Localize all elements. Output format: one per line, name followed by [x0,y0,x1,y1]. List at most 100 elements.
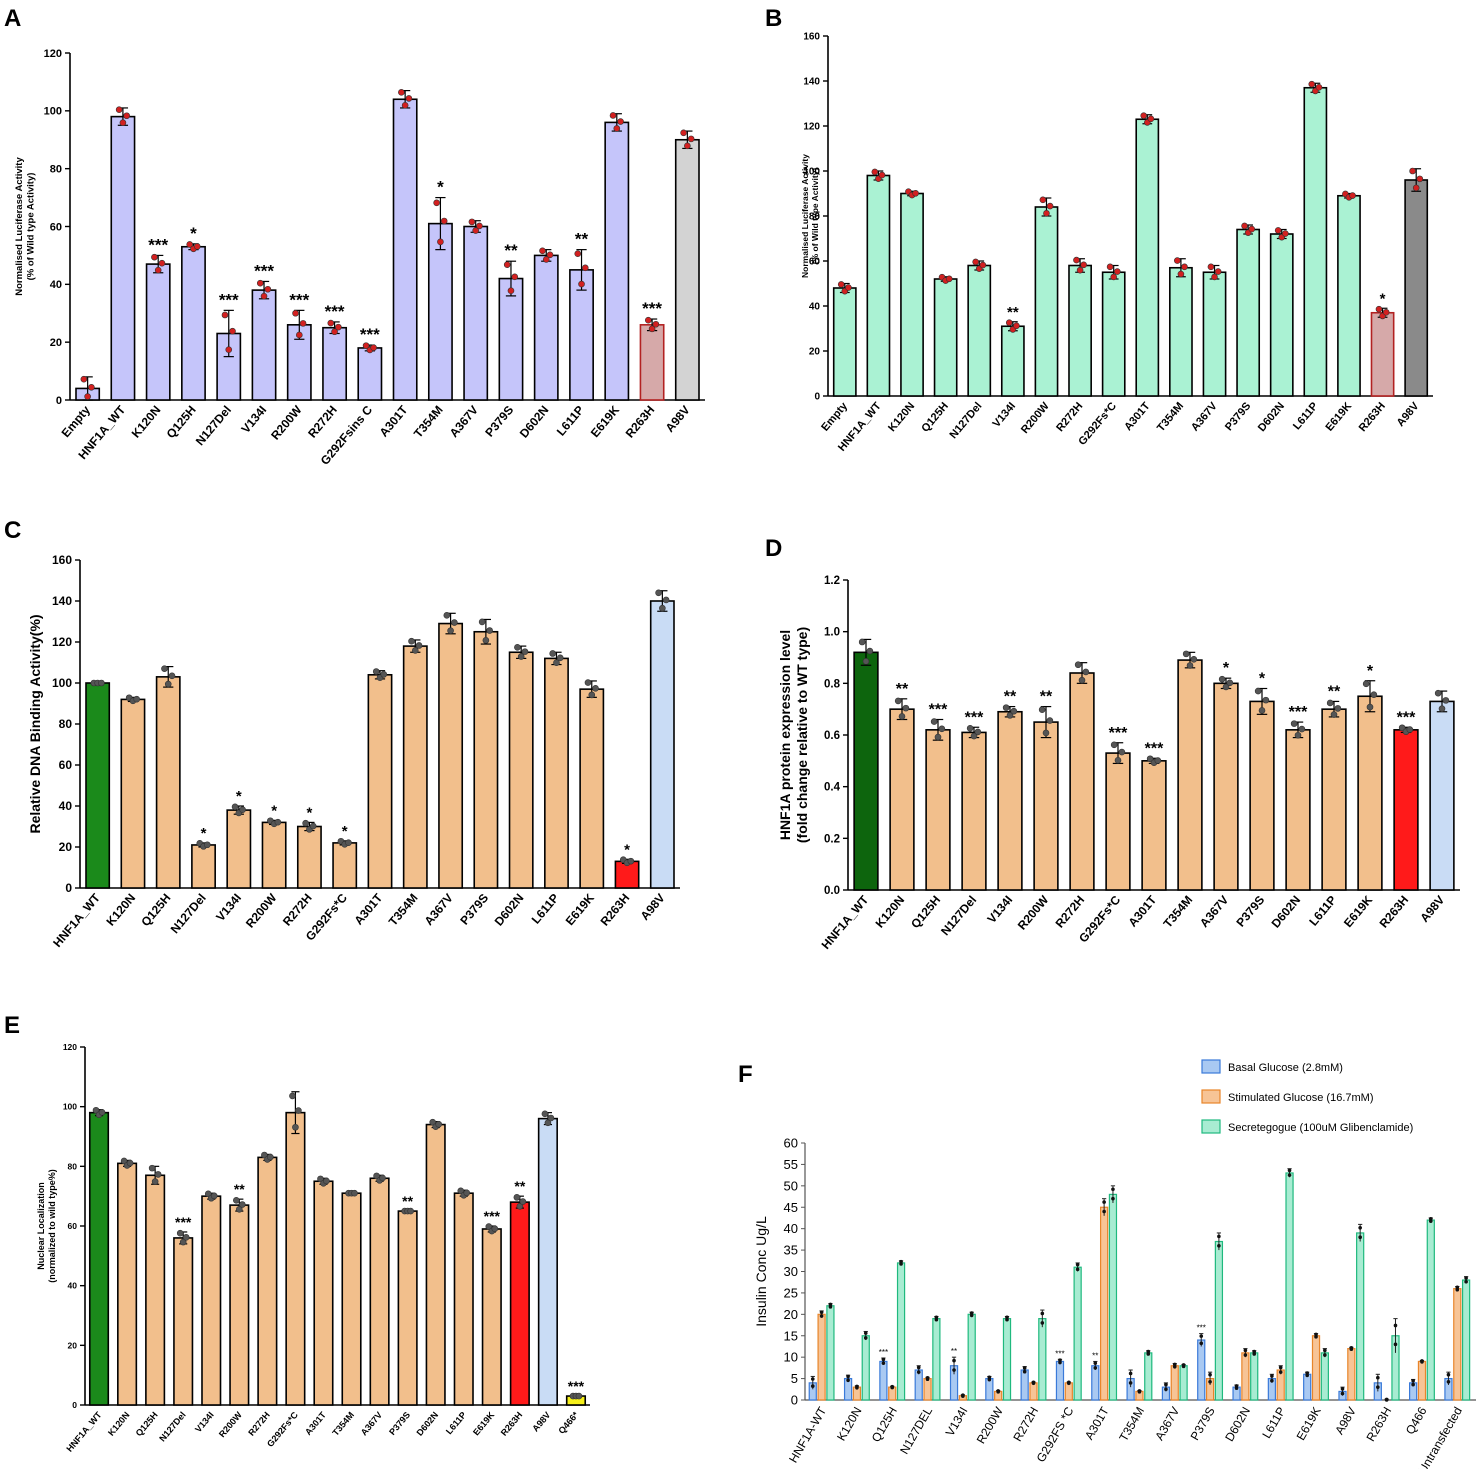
panel-d-data-point [1042,729,1050,737]
panel-d-bar-10 [1213,682,1239,891]
panel-f-data-point [925,1377,930,1382]
panel-f-y-tick-label: 45 [784,1200,798,1215]
panel-f-data-point [1287,1168,1292,1173]
panel-b-x-label: K120N [886,400,917,434]
panel-e-bar-6 [257,1156,278,1406]
panel-f-data-point [1022,1366,1027,1370]
panel-b-data-point [1080,261,1087,269]
panel-a-data-point [151,253,158,261]
panel-d-significance: *** [1145,740,1164,757]
panel-f-bar-s2-3 [932,1318,941,1401]
panel-a-y-tick-label: 100 [44,106,62,118]
panel-f-y-tick-label: 5 [791,1371,798,1386]
panel-b-data-point [1110,273,1117,281]
panel-b-bar-2 [900,192,924,397]
panel-f-bar-s2-6 [1038,1318,1047,1401]
panel-a-bar-8 [357,347,383,401]
panel-d-data-point [1258,707,1266,714]
panel-d-letter: D [765,535,782,562]
panel-e-data-point [547,1114,555,1122]
panel-f-data-point [1022,1369,1027,1374]
panel-e-data-point [491,1225,499,1232]
panel-e-data-point [575,1392,583,1400]
panel-f-data-point [1217,1234,1221,1239]
panel-c-data-point [521,648,529,655]
panel-d-x-label: K120N [873,893,908,931]
panel-d-data-point [1082,668,1090,676]
panel-f-significance: *** [879,1348,888,1357]
panel-d-data-point [1114,757,1122,764]
panel-f-significance: *** [1055,1349,1064,1358]
panel-d-x-label: T354M [1161,893,1196,931]
panel-f-data-point [1102,1200,1106,1204]
panel-e-bar-0 [88,1111,110,1406]
panel-b-bar-12 [1236,228,1261,397]
panel-f-data-point [1172,1365,1177,1369]
panel-d-x-label: E619K [1341,893,1376,930]
panel-e-data-point [541,1110,549,1118]
panel-a-bar-12 [498,277,524,401]
panel-d-data-point [1226,679,1234,687]
panel-d-data-point [1330,711,1338,718]
panel-c-data-point [592,685,599,692]
panel-a-significance: * [190,224,197,243]
panel-f-y-tick-label: 10 [784,1350,798,1365]
panel-e-data-point [292,1123,299,1131]
panel-a-data-point [256,279,264,287]
panel-f-data-point [1411,1382,1415,1387]
panel-f-bar-s2-13 [1285,1172,1294,1401]
panel-f-data-point [1464,1279,1468,1284]
panel-a-data-point [123,112,130,120]
panel-f-data-point [1040,1311,1045,1316]
panel-a-x-label: P379S [482,403,516,440]
panel-d-data-point [1038,706,1046,713]
panel-f-data-point [1093,1366,1098,1370]
panel-e-x-label: K120N [106,1410,132,1438]
panel-f-x-label: P379S [1188,1405,1218,1443]
panel-f-bar-s2-15 [1356,1232,1365,1401]
panel-d-x-label: P379S [1233,893,1267,930]
panel-c-bar-7 [332,842,358,889]
panel-c-x-label: E619K [563,891,598,928]
panel-c-data-point [204,841,211,849]
panel-b-data-point [1013,322,1020,330]
panel-d-x-label: D602N [1269,893,1304,931]
panel-b-y-tick-label: 60 [809,257,821,268]
panel-c-y-tick-label: 20 [59,840,73,854]
panel-b-bar-17 [1404,179,1429,397]
panel-a-significance: *** [325,302,345,321]
panel-d-significance: * [1367,663,1374,680]
panel-c-data-point [161,665,168,672]
panel-b-x-label: A98V [1395,400,1422,429]
panel-b-y-tick-label: 40 [809,302,821,313]
panel-c-bar-3 [191,844,216,889]
panel-c-data-point [482,637,490,644]
panel-f-y-tick-label: 25 [784,1285,798,1300]
panel-c-bar-16 [649,600,675,889]
panel-c-data-point [478,618,486,626]
panel-c-significance: * [342,823,348,840]
panel-b-data-point [871,168,879,176]
panel-c-data-point [655,589,662,597]
panel-e-data-point [176,1229,184,1237]
panel-e-significance: ** [234,1181,245,1197]
panel-f-data-point [952,1358,956,1363]
panel-d-data-point [1438,705,1446,712]
panel-f-data-point [1446,1379,1451,1384]
panel-b-data-point [878,171,886,179]
panel-e-data-point [323,1177,330,1185]
panel-f-data-point [863,1336,868,1340]
panel-e-data-point [236,1205,243,1213]
panel-c-data-point [168,672,176,680]
panel-f-data-point [996,1390,1000,1394]
panel-b-data-point [837,281,845,288]
panel-b-data-point [945,275,953,283]
panel-f-data-point [1323,1353,1327,1357]
panel-e-x-label: T354M [330,1410,356,1438]
panel-a-y-label-2: (% of Wild type Activity) [25,173,36,281]
panel-f-data-point [1208,1372,1212,1377]
panel-f-bar-s1-7 [1064,1382,1073,1401]
panel-c-bar-12 [508,651,534,889]
panel-b-x-label: V134I [990,400,1018,430]
panel-e-data-point [457,1187,465,1195]
